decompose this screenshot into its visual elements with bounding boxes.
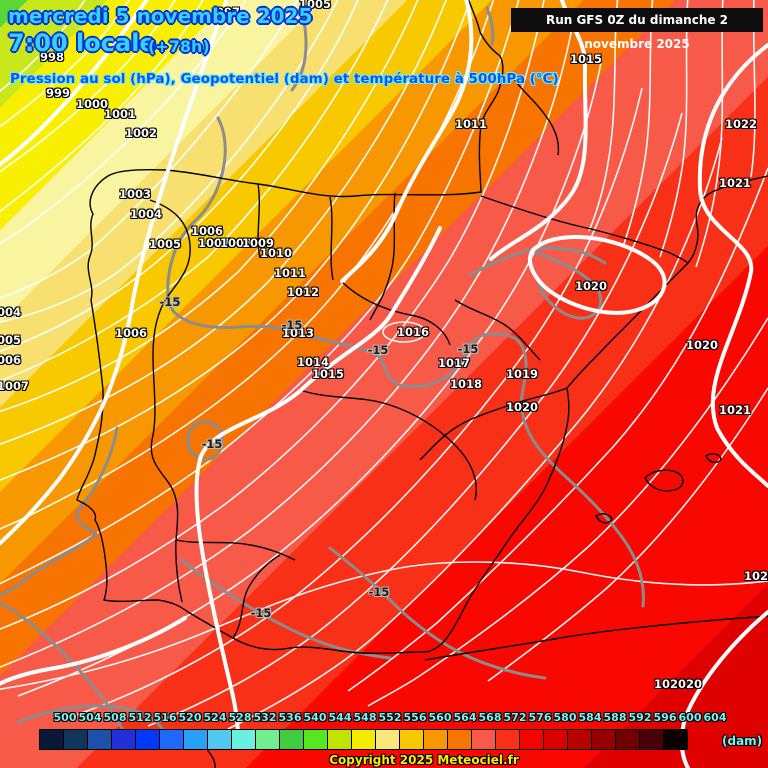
pressure-value-label: 004 [0, 305, 22, 319]
pressure-value-label: 1008 [219, 236, 253, 250]
pressure-value-label: 1006 [190, 224, 224, 238]
forecast-offset-label: (+78h) [148, 37, 210, 56]
pressure-value-label: 998 [39, 50, 65, 64]
pressure-value-label: 1020 [743, 569, 768, 583]
pressure-value-label: 1015 [311, 367, 345, 381]
pressure-value-label: 1012 [286, 285, 320, 299]
pressure-value-label: 1022 [724, 117, 758, 131]
pressure-value-label: 1013 [281, 326, 315, 340]
date-label: mercredi 5 novembre 2025 [8, 4, 313, 28]
copyright-label: Copyright 2025 Meteociel.fr [329, 753, 519, 767]
temperature-value-label: -15 [250, 606, 272, 620]
pressure-value-label: 1007 [0, 379, 30, 393]
pressure-value-label: 1003 [118, 187, 152, 201]
pressure-value-label: 006 [0, 353, 22, 367]
pressure-value-label: 1020 [574, 279, 608, 293]
time-label: 7:00 locale [8, 29, 156, 57]
isobar-lines [0, 0, 768, 730]
pressure-value-label: 1016 [396, 325, 430, 339]
run-info-badge: Run GFS 0Z du dimanche 2 novembre 2025 [511, 8, 763, 51]
temperature-value-label: -15 [281, 318, 303, 332]
pressure-value-label: 1005 [148, 237, 182, 251]
pressure-value-label: 1002 [124, 126, 158, 140]
pressure-value-label: 1007 [197, 236, 231, 250]
temperature-value-label: -15 [367, 343, 389, 357]
pressure-value-label: 102020 [653, 677, 703, 691]
pressure-value-label: 1018 [449, 377, 483, 391]
pressure-value-label: 1006 [114, 326, 148, 340]
map-subtitle: Pression au sol (hPa), Geopotentiel (dam… [10, 71, 559, 87]
pressure-value-label: 1021 [718, 403, 752, 417]
pressure-value-label: 1019 [505, 367, 539, 381]
pressure-value-label: 1001 [103, 107, 137, 121]
pressure-value-label: 1015 [569, 52, 603, 66]
pressure-value-label: 997 [215, 5, 241, 19]
pressure-value-label: 1017 [437, 356, 471, 370]
pressure-value-label: 005 [0, 333, 22, 347]
pressure-value-label: 1005 [298, 0, 332, 11]
coastline [76, 0, 768, 768]
pressure-value-label: 1010 [259, 246, 293, 260]
pressure-value-label: 1020 [505, 400, 539, 414]
pressure-value-label: 999 [45, 86, 71, 100]
pressure-value-label: 1009 [241, 236, 275, 250]
pressure-value-label: 1004 [129, 207, 163, 221]
pressure-value-label: 1000 [75, 97, 109, 111]
pressure-value-label: 1021 [718, 176, 752, 190]
pressure-value-label: 1011 [273, 266, 307, 280]
temperature-value-label: -15 [159, 295, 181, 309]
pressure-value-label: 1020 [685, 338, 719, 352]
pressure-value-label: 1014 [296, 355, 330, 369]
isotherm-lines [0, 0, 645, 750]
temperature-value-label: -15 [368, 585, 390, 599]
temperature-value-label: -15 [457, 342, 479, 356]
pressure-value-label: 1011 [454, 117, 488, 131]
temperature-value-label: -15 [201, 437, 223, 451]
